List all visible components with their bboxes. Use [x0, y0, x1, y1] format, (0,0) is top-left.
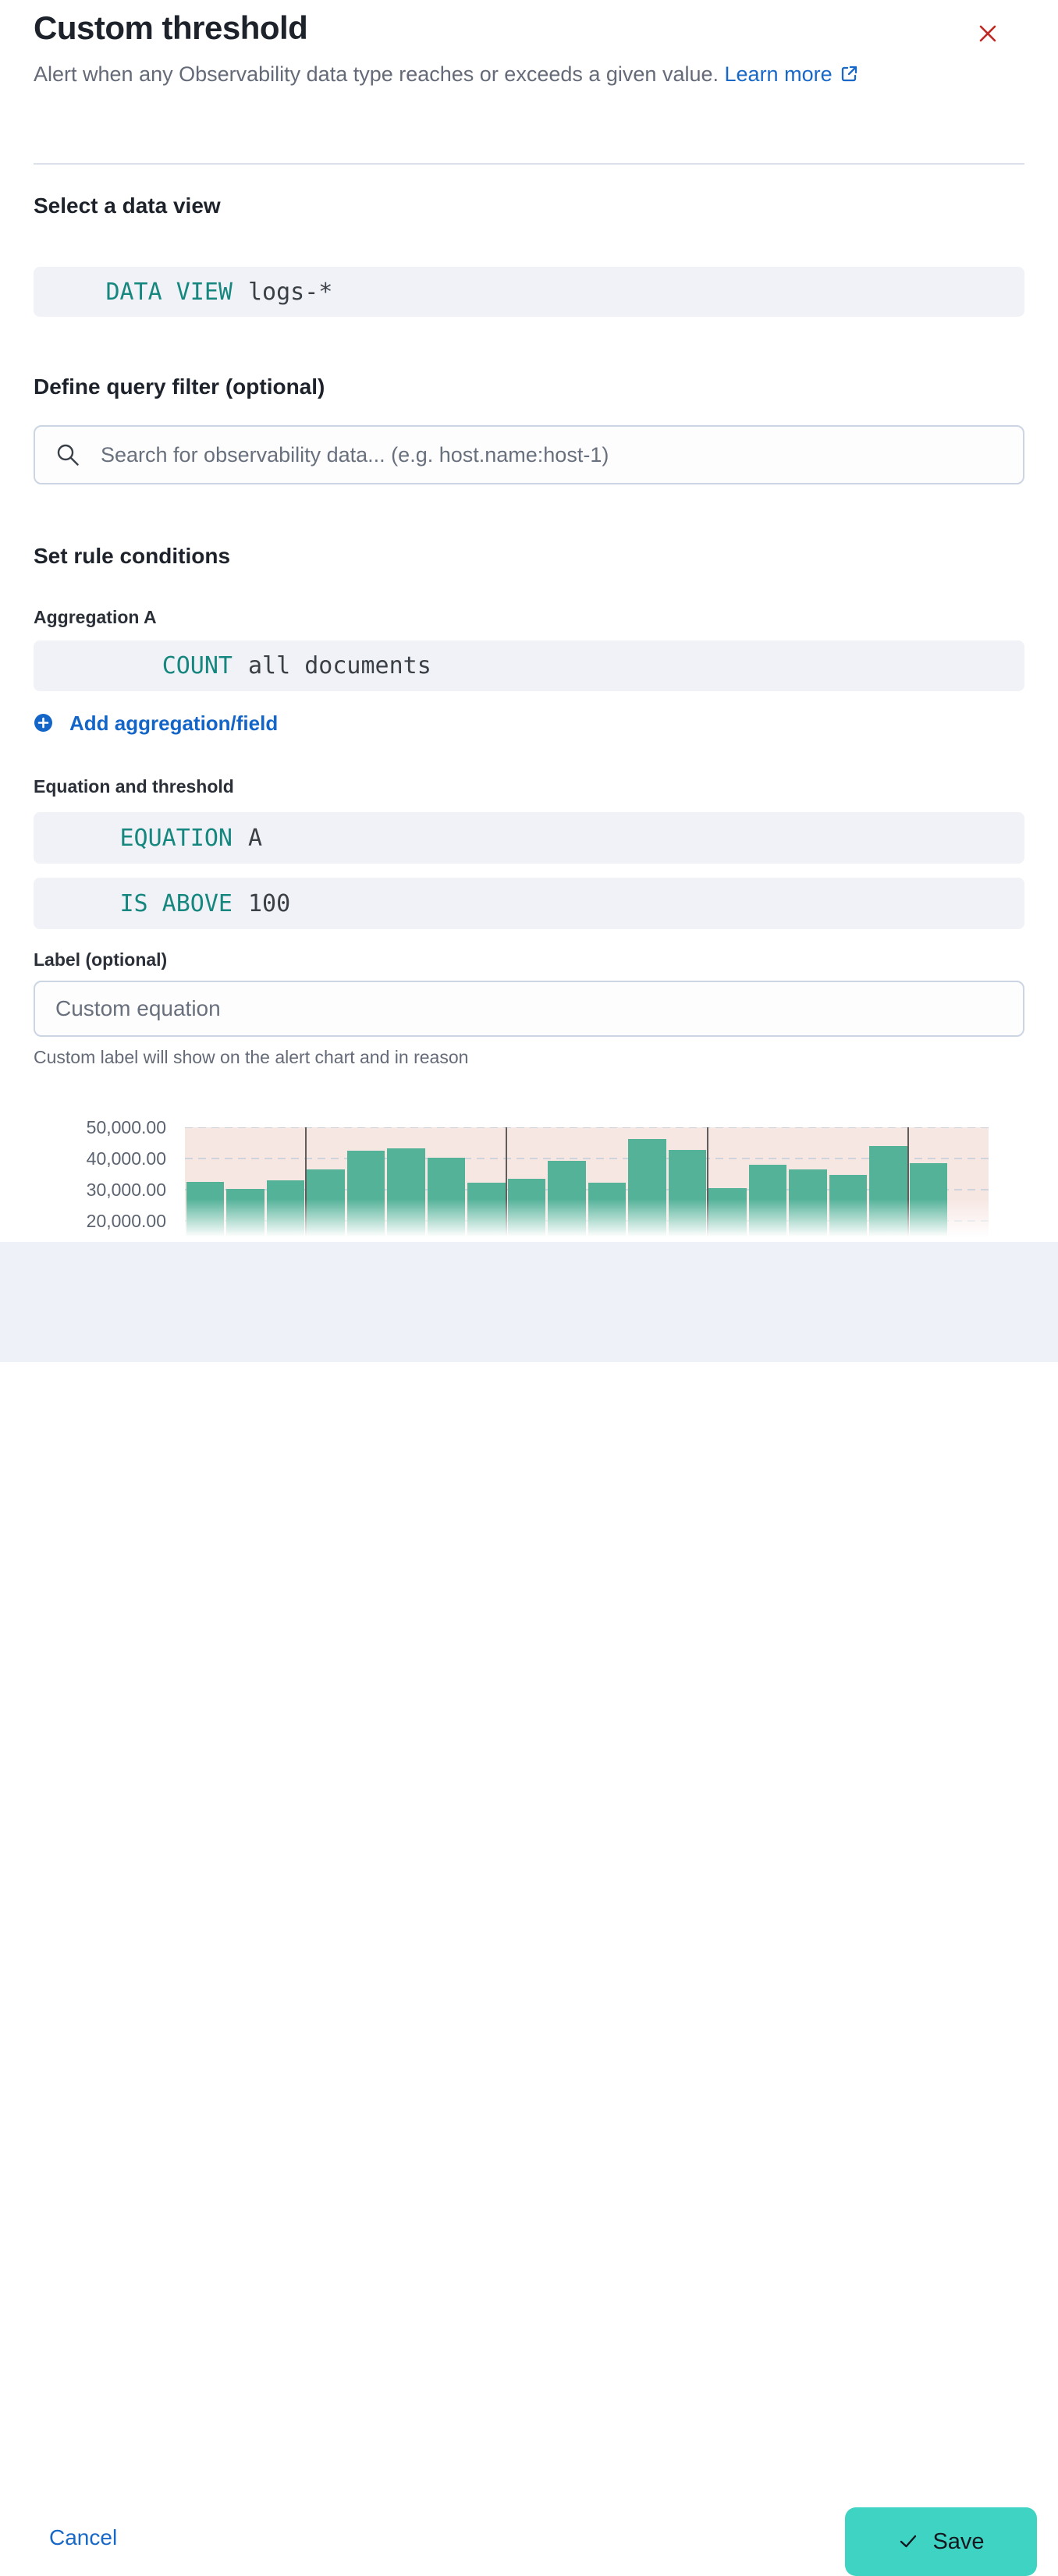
chart-bar	[628, 1138, 666, 1242]
close-icon	[975, 21, 1000, 48]
y-tick-label: 40,000.00	[86, 1148, 166, 1169]
equation-threshold-label: Equation and threshold	[34, 776, 234, 797]
section-heading-query-filter: Define query filter (optional)	[34, 374, 325, 399]
close-button[interactable]	[967, 14, 1008, 55]
gridline	[185, 1158, 989, 1159]
chart-bar	[186, 1182, 224, 1242]
y-tick-label: 20,000.00	[86, 1211, 166, 1231]
equation-keyword: EQUATION	[119, 824, 233, 852]
threshold-keyword: IS ABOVE	[119, 889, 233, 917]
description-text: Alert when any Observability data type r…	[34, 62, 719, 86]
chart-bar	[909, 1163, 947, 1242]
chart-bar	[829, 1175, 867, 1242]
check-icon	[897, 2530, 919, 2554]
gridline	[185, 1189, 989, 1190]
threshold-value: 100	[248, 889, 291, 917]
chart-bar	[869, 1146, 907, 1242]
save-button-label: Save	[932, 2528, 985, 2554]
threshold-expression[interactable]: IS ABOVE 100	[34, 878, 1024, 929]
custom-label-help-text: Custom label will show on the alert char…	[34, 1047, 469, 1067]
data-view-value: logs-*	[248, 278, 333, 306]
custom-threshold-flyout: Custom threshold Alert when any Observab…	[0, 9, 1058, 2576]
chart-plot	[185, 1127, 989, 1242]
equation-expression[interactable]: EQUATION A	[34, 812, 1024, 864]
aggregation-label: Aggregation A	[34, 607, 157, 627]
custom-label-input[interactable]	[34, 981, 1024, 1037]
chart-bar	[588, 1183, 626, 1242]
query-filter-field	[34, 425, 1024, 484]
search-input[interactable]	[34, 425, 1024, 484]
chart-bar	[346, 1151, 385, 1242]
flyout-description: Alert when any Observability data type r…	[34, 58, 880, 94]
data-view-keyword: DATA VIEW	[105, 278, 233, 306]
section-heading-data-view: Select a data view	[34, 193, 221, 218]
aggregation-expression[interactable]: COUNT all documents	[34, 640, 1024, 691]
chart-bar	[307, 1169, 345, 1242]
equation-value: A	[248, 824, 263, 852]
y-tick-label: 50,000.00	[86, 1117, 166, 1137]
chart-bar	[708, 1188, 747, 1242]
save-button[interactable]: Save	[845, 2507, 1037, 2576]
annotation-line	[506, 1127, 507, 1242]
header-divider	[34, 163, 1024, 165]
chart-bar	[266, 1180, 304, 1242]
external-link-icon	[840, 60, 859, 94]
section-heading-rule-conditions: Set rule conditions	[34, 544, 231, 568]
gridline	[185, 1127, 989, 1128]
chart-bar	[507, 1179, 545, 1242]
add-aggregation-button[interactable]: Add aggregation/field	[34, 711, 278, 736]
page-title: Custom threshold	[34, 9, 308, 46]
custom-label-label: Label (optional)	[34, 949, 168, 970]
chart-bar	[226, 1189, 264, 1242]
chart-bar	[427, 1158, 465, 1242]
plus-circle-icon	[34, 713, 53, 735]
cancel-button[interactable]: Cancel	[49, 2525, 118, 2549]
annotation-line	[706, 1127, 708, 1242]
chart-bar	[748, 1165, 786, 1242]
annotation-line	[304, 1127, 307, 1242]
chart-bar	[668, 1150, 706, 1242]
chart-bar	[548, 1160, 586, 1242]
flyout-footer: Cancel Save	[0, 1242, 1058, 2576]
aggregation-value: all documents	[248, 652, 431, 679]
add-aggregation-label: Add aggregation/field	[69, 711, 279, 735]
aggregation-keyword: COUNT	[162, 652, 233, 679]
chart-bar	[789, 1169, 827, 1242]
chart-bar	[467, 1182, 506, 1242]
y-tick-label: 30,000.00	[86, 1180, 166, 1200]
learn-more-link[interactable]: Learn more	[725, 62, 859, 86]
chart-bar	[387, 1148, 425, 1242]
annotation-line	[907, 1127, 909, 1242]
data-view-expression[interactable]: DATA VIEW logs-*	[34, 267, 1024, 317]
